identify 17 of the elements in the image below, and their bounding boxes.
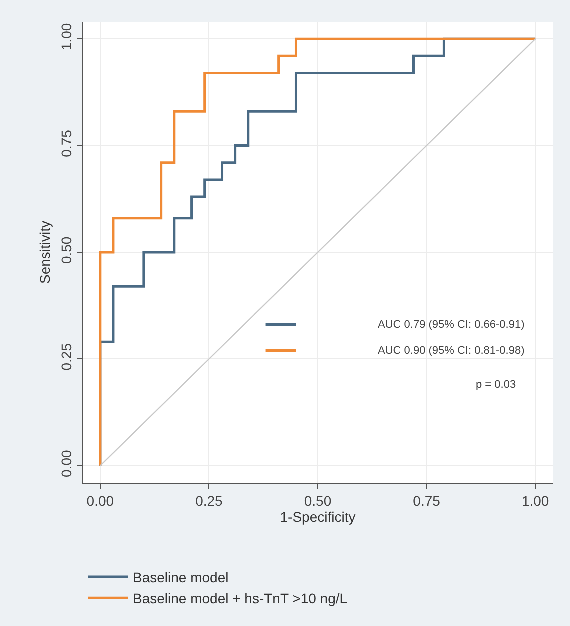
annotation: p = 0.03: [476, 379, 516, 391]
y-tick-label: 0.25: [58, 343, 74, 371]
x-axis-title: 1-Specificity: [280, 508, 356, 525]
annotation: AUC 0.90 (95% CI: 0.81-0.98): [378, 345, 525, 357]
x-tick-label: 0.75: [413, 492, 441, 509]
annotation: AUC 0.79 (95% CI: 0.66-0.91): [378, 319, 525, 331]
y-axis-title: Sensitivity: [37, 220, 53, 284]
x-tick-label: 0.25: [196, 492, 224, 509]
legend-label: Baseline model + hs-TnT >10 ng/L: [133, 590, 348, 607]
y-tick-label: 0.75: [58, 130, 74, 158]
x-tick-label: 0.50: [304, 492, 332, 509]
y-tick-label: 1.00: [58, 23, 74, 51]
y-tick-label: 0.50: [58, 236, 74, 264]
x-tick-label: 0.00: [86, 492, 114, 509]
y-tick-label: 0.00: [58, 450, 74, 478]
legend-label: Baseline model: [133, 569, 229, 586]
x-tick-label: 1.00: [522, 492, 550, 509]
